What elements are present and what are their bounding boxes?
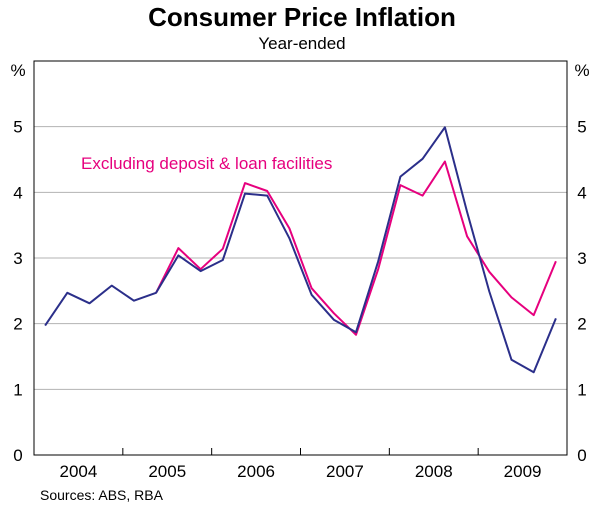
y-tick-label-right: 0 <box>577 446 586 465</box>
y-tick-label-left: 0 <box>13 446 22 465</box>
y-tick-label-right: 3 <box>577 249 586 268</box>
x-tick-label: 2009 <box>504 462 542 481</box>
x-axis: 2004 2005 2006 2007 2008 2009 <box>60 448 542 481</box>
series-line-excluding-deposit-loan <box>155 160 557 336</box>
y-tick-label-right: 2 <box>577 315 586 334</box>
y-tick-label-left: 2 <box>13 315 22 334</box>
y-tick-label-right: 5 <box>577 118 586 137</box>
series-annotation-excluding: Excluding deposit & loan facilities <box>81 154 332 173</box>
source-note: Sources: ABS, RBA <box>40 487 164 503</box>
x-tick-label: 2004 <box>60 462 98 481</box>
y-tick-label-left: 1 <box>13 380 22 399</box>
chart-subtitle: Year-ended <box>258 34 345 53</box>
x-tick-label: 2007 <box>326 462 364 481</box>
y-tick-labels: 0 0 1 1 2 2 3 3 4 4 5 5 <box>13 118 586 465</box>
x-tick-label: 2005 <box>148 462 186 481</box>
y-axis-unit-left: % <box>10 61 25 80</box>
y-tick-label-left: 3 <box>13 249 22 268</box>
x-tick-label: 2008 <box>415 462 453 481</box>
series-lines <box>44 126 557 374</box>
y-tick-label-right: 4 <box>577 183 586 202</box>
y-tick-label-left: 4 <box>13 183 22 202</box>
y-tick-label-left: 5 <box>13 118 22 137</box>
chart-title: Consumer Price Inflation <box>148 2 456 32</box>
x-tick-label: 2006 <box>237 462 275 481</box>
y-axis-unit-right: % <box>574 61 589 80</box>
series-line-headline-cpi <box>44 126 557 374</box>
plot-frame <box>33 60 568 456</box>
y-tick-label-right: 1 <box>577 380 586 399</box>
